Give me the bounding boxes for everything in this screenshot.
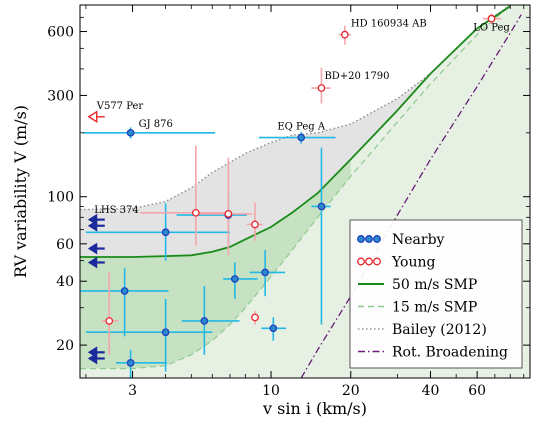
axes: 3 10 20 40 60 20 40 60 100 300 600 v sin i (km/s) RV… bbox=[11, 4, 531, 418]
young-point bbox=[191, 208, 200, 217]
nearby-point bbox=[161, 228, 170, 237]
x-tick-label: 10 bbox=[262, 383, 280, 399]
y-axis-label: RV variability V (m/s) bbox=[11, 105, 30, 278]
data-markers bbox=[87, 14, 496, 367]
point-label: V577 Per bbox=[96, 101, 144, 112]
nearby-point bbox=[317, 202, 326, 211]
y-tick-label: 600 bbox=[47, 25, 74, 41]
annotation-label: LHS 374 bbox=[94, 205, 138, 216]
legend-marker bbox=[373, 257, 381, 266]
point-label: HD 160934 AB bbox=[351, 19, 427, 30]
y-tick-label: 100 bbox=[47, 190, 74, 206]
x-tick-label: 3 bbox=[128, 383, 137, 399]
legend-box bbox=[349, 219, 523, 369]
bailey-region bbox=[80, 5, 530, 257]
upper-limit-arrow bbox=[87, 352, 98, 365]
upper-limit-arrow bbox=[87, 256, 98, 269]
x-tick-label: 40 bbox=[422, 383, 440, 399]
nearby-point bbox=[261, 268, 269, 277]
point-label: LO Peg bbox=[473, 23, 510, 34]
smp15-curve bbox=[80, 5, 511, 370]
young-point bbox=[317, 84, 326, 92]
nearby-point bbox=[161, 328, 170, 337]
legend-label: Rot. Broadening bbox=[392, 345, 508, 361]
legend-marker bbox=[357, 257, 365, 266]
legend-marker bbox=[357, 235, 365, 243]
young-point bbox=[251, 220, 259, 229]
young-point bbox=[341, 30, 349, 39]
nearby-point bbox=[120, 287, 129, 295]
point-label: BD+20 1790 bbox=[324, 71, 389, 82]
y-tick-label: 40 bbox=[56, 274, 74, 290]
y-tick-label: 20 bbox=[56, 338, 74, 354]
nearby-point bbox=[297, 133, 306, 142]
x-tick-label: 60 bbox=[468, 383, 486, 399]
young-point bbox=[251, 313, 259, 322]
nearby-point bbox=[126, 128, 135, 137]
x-tick-label: 20 bbox=[342, 383, 360, 399]
rot-broadening-curve bbox=[300, 14, 522, 378]
legend-marker bbox=[373, 235, 381, 243]
legend-marker bbox=[365, 257, 373, 266]
legend-label: 15 m/s SMP bbox=[392, 300, 477, 316]
y-tick-label: 300 bbox=[47, 88, 74, 104]
point-labels: GJ 876 EQ Peg A BD+20 1790 HD 160934 AB LO P… bbox=[94, 19, 510, 216]
nearby-point bbox=[269, 324, 278, 333]
upper-limit-arrow bbox=[87, 242, 98, 255]
legend-marker bbox=[365, 235, 373, 243]
legend-label: Bailey (2012) bbox=[392, 322, 487, 338]
point-label: EQ Peg A bbox=[277, 122, 325, 133]
young-point bbox=[224, 210, 233, 218]
smp50-curve bbox=[80, 5, 511, 258]
model-curves bbox=[80, 5, 522, 378]
v577-arrow bbox=[87, 110, 98, 124]
y-tick-label: 60 bbox=[56, 237, 74, 253]
axes-frame bbox=[79, 4, 531, 379]
nearby-point bbox=[200, 317, 209, 325]
bailey-curve bbox=[80, 5, 511, 211]
upper-limit-arrow bbox=[87, 219, 98, 232]
legend-label: 50 m/s SMP bbox=[392, 277, 477, 293]
legend: Nearby Young 50 m/s SMP 15 m/s SMP Bailey (2… bbox=[349, 219, 523, 369]
nearby-point bbox=[126, 359, 135, 367]
young-point bbox=[105, 317, 114, 325]
young-point bbox=[487, 14, 496, 23]
smp15-region bbox=[80, 159, 351, 369]
x-axis-label: v sin i (km/s) bbox=[262, 399, 367, 418]
nearby-point bbox=[230, 275, 239, 283]
legend-label: Young bbox=[391, 255, 435, 271]
legend-label: Nearby bbox=[392, 232, 445, 248]
point-label: GJ 876 bbox=[139, 119, 173, 130]
